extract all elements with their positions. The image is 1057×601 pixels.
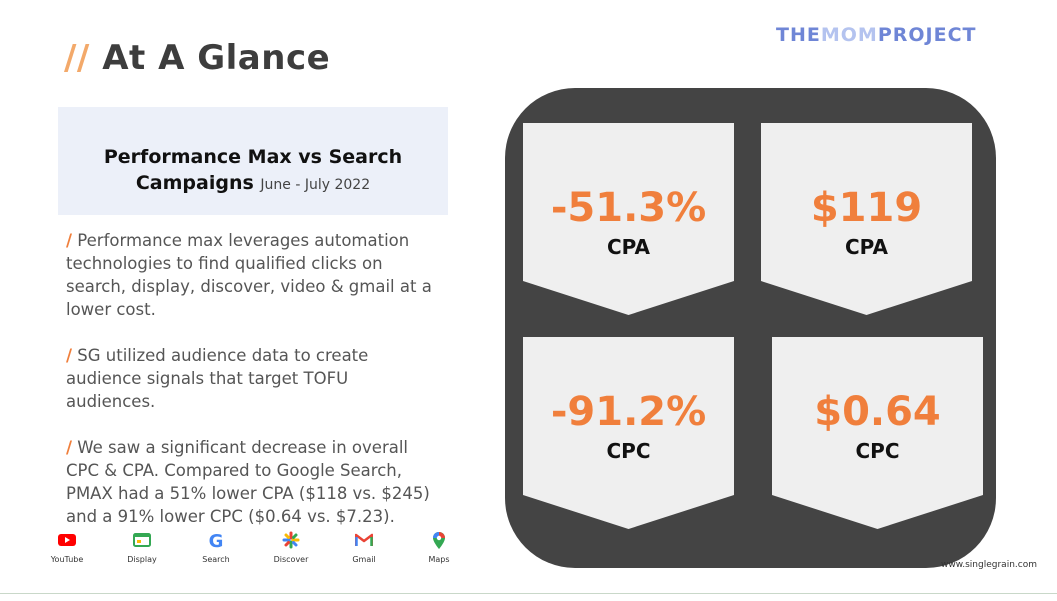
paragraph-text: SG utilized audience data to create audi… xyxy=(66,346,369,411)
google-icon: G xyxy=(208,531,224,552)
stat-label: CPC xyxy=(855,439,900,463)
stat-value: $0.64 xyxy=(814,389,941,435)
brand-logo: THEMOMPROJECT xyxy=(776,24,976,46)
channel-label: Maps xyxy=(428,555,450,564)
logo-part-project: PROJECT xyxy=(877,24,977,46)
card-shape xyxy=(761,123,972,315)
paragraph-2: / SG utilized audience data to create au… xyxy=(66,344,441,413)
card-shape xyxy=(523,337,734,529)
stat-label: CPA xyxy=(845,235,888,259)
section-header: Performance Max vs Search Campaigns June… xyxy=(58,107,448,215)
channel-icons: YouTube Display G Search Discover Gmail … xyxy=(40,531,470,571)
stat-value: -91.2% xyxy=(550,389,707,435)
youtube-icon xyxy=(37,531,97,553)
stat-card: -51.3% CPA xyxy=(523,123,734,315)
page-title: // At A Glance xyxy=(64,38,330,78)
display-icon xyxy=(112,531,172,553)
channel-label: YouTube xyxy=(50,555,84,564)
stat-card: $119 CPA xyxy=(761,123,972,315)
bullet-slash: / xyxy=(66,231,73,250)
channel-label: Search xyxy=(202,555,230,564)
channel-gmail: Gmail xyxy=(334,531,394,564)
title-text: At A Glance xyxy=(102,38,331,78)
header-line2: Campaigns xyxy=(135,172,254,194)
bottom-divider xyxy=(0,593,1057,594)
channel-youtube: YouTube xyxy=(37,531,97,564)
stat-card: $0.64 CPC xyxy=(772,337,983,529)
bullet-slash: / xyxy=(66,438,73,457)
header-line2-wrap: Campaigns June - July 2022 xyxy=(58,170,448,198)
stat-card: -91.2% CPC xyxy=(523,337,734,529)
channel-maps: Maps xyxy=(409,531,469,564)
stat-label: CPA xyxy=(607,235,650,259)
paragraph-3: / We saw a significant decrease in overa… xyxy=(66,436,441,528)
logo-part-the: THE xyxy=(776,24,821,46)
paragraph-text: We saw a significant decrease in overall… xyxy=(66,438,430,526)
paragraph-1: / Performance max leverages automation t… xyxy=(66,229,441,321)
channel-display: Display xyxy=(112,531,172,564)
gmail-icon xyxy=(334,531,394,553)
card-shape xyxy=(772,337,983,529)
stat-value: $119 xyxy=(810,185,923,231)
paragraph-text: Performance max leverages automation tec… xyxy=(66,231,432,319)
discover-icon xyxy=(261,531,321,553)
logo-part-mom: MOM xyxy=(820,24,878,46)
maps-icon xyxy=(409,531,469,553)
channel-discover: Discover xyxy=(261,531,321,564)
card-shape xyxy=(523,123,734,315)
header-date: June - July 2022 xyxy=(260,177,371,193)
channel-label: Display xyxy=(127,555,157,564)
channel-label: Gmail xyxy=(352,555,376,564)
title-slash: // xyxy=(64,38,90,78)
source-credit: www.singlegrain.com xyxy=(941,560,1037,570)
bullet-slash: / xyxy=(66,346,73,365)
stat-value: -51.3% xyxy=(550,185,707,231)
channel-search: G Search xyxy=(186,531,246,564)
header-line1: Performance Max vs Search xyxy=(103,146,403,168)
channel-label: Discover xyxy=(273,555,309,564)
stat-label: CPC xyxy=(606,439,651,463)
